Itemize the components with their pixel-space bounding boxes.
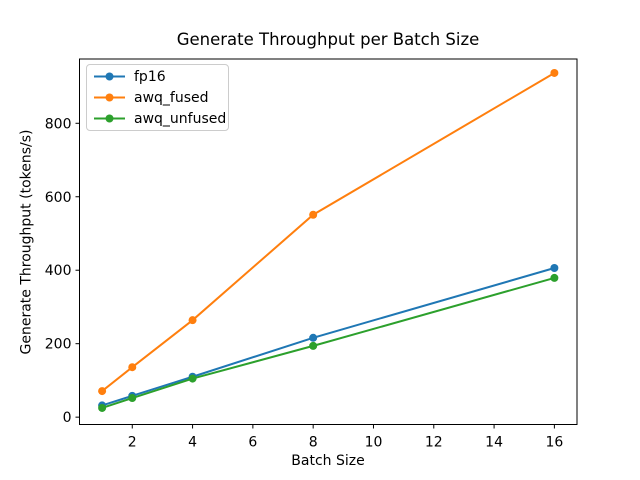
- legend-label: awq_fused: [134, 89, 209, 106]
- x-tick-label: 8: [309, 435, 318, 451]
- legend-swatch-line-marker-icon: [94, 72, 125, 81]
- data-point-awq_fused: [128, 363, 137, 372]
- x-tick-label: 4: [188, 435, 197, 451]
- data-point-fp16: [309, 333, 318, 342]
- data-point-awq_fused: [98, 387, 107, 396]
- x-tick-label: 16: [545, 435, 563, 451]
- data-point-awq_unfused: [550, 273, 559, 282]
- data-point-awq_unfused: [128, 394, 137, 403]
- x-tick-label: 10: [365, 435, 383, 451]
- x-tick-label: 14: [485, 435, 503, 451]
- y-tick-label: 200: [45, 337, 72, 353]
- data-point-awq_fused: [309, 210, 318, 219]
- data-point-awq_fused: [550, 68, 559, 77]
- legend-label: awq_unfused: [134, 110, 227, 127]
- legend-item-fp16: fp16: [94, 66, 221, 87]
- legend-swatch-line-marker-icon: [94, 114, 125, 123]
- data-point-fp16: [550, 264, 559, 273]
- y-axis-label: Generate Throughput (tokens/s): [19, 130, 35, 355]
- x-tick-label: 6: [248, 435, 257, 451]
- legend-item-awq-unfused: awq_unfused: [94, 108, 226, 129]
- x-axis-label: Batch Size: [291, 453, 364, 469]
- data-point-awq_unfused: [98, 403, 107, 412]
- data-point-awq_unfused: [309, 341, 318, 350]
- data-point-awq_fused: [188, 316, 197, 325]
- x-tick-label: 12: [425, 435, 443, 451]
- legend-swatch-line-marker-icon: [94, 93, 125, 102]
- y-tick-label: 0: [63, 410, 72, 426]
- axes-spines: [79, 58, 578, 425]
- y-tick-label: 400: [45, 263, 72, 279]
- chart-title: Generate Throughput per Batch Size: [177, 30, 480, 49]
- x-tick-label: 2: [128, 435, 137, 451]
- legend: fp16 awq_fused awq_unfused: [86, 64, 229, 131]
- data-point-awq_unfused: [188, 374, 197, 383]
- legend-item-awq-fused: awq_fused: [94, 87, 221, 108]
- y-tick-label: 600: [45, 190, 72, 206]
- series-line-awq_unfused: [101, 276, 555, 409]
- legend-label: fp16: [134, 68, 166, 85]
- y-tick-label: 800: [45, 116, 72, 132]
